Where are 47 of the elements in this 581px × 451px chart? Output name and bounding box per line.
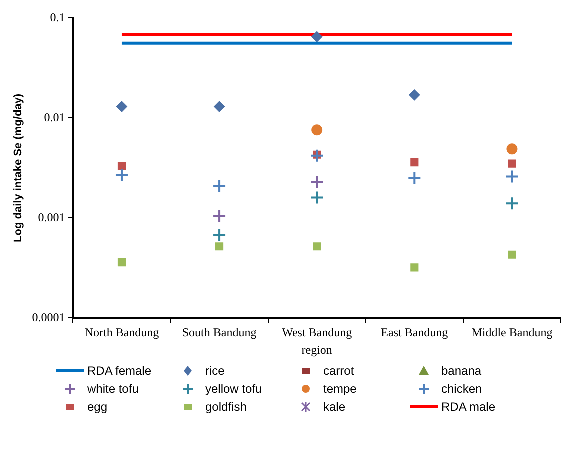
point xyxy=(312,124,323,136)
point xyxy=(312,31,323,42)
point xyxy=(212,209,227,224)
point xyxy=(313,242,322,251)
x-tick-label: East Bandung xyxy=(381,326,448,340)
y-axis-title: Log daily intake Se (mg/day) xyxy=(12,94,25,242)
legend-label: egg xyxy=(88,400,108,414)
legend-label: white tofu xyxy=(88,382,139,396)
point xyxy=(118,162,126,170)
legend-label: chicken xyxy=(442,382,482,396)
legend-label: rice xyxy=(206,364,225,378)
point xyxy=(212,228,227,242)
legend-label: RDA male xyxy=(442,400,496,414)
legend-label: RDA female xyxy=(88,364,152,378)
y-tick-label: 0.001 xyxy=(38,210,66,224)
point xyxy=(508,250,516,259)
point xyxy=(506,144,518,155)
y-tick-label: 0.0001 xyxy=(32,310,66,324)
point xyxy=(114,168,129,182)
point xyxy=(116,101,128,112)
legend-label: carrot xyxy=(324,364,354,378)
point xyxy=(216,242,224,251)
point xyxy=(408,171,422,186)
point xyxy=(214,101,226,112)
y-tick-label: 0.1 xyxy=(50,10,66,24)
point xyxy=(212,178,227,193)
legend-label: goldfish xyxy=(206,400,247,414)
point xyxy=(508,160,516,168)
x-tick-label: North Bandung xyxy=(84,326,160,340)
point xyxy=(505,170,520,184)
x-tick-label: West Bandung xyxy=(282,326,352,340)
point xyxy=(505,196,520,211)
point xyxy=(410,264,419,272)
point xyxy=(410,158,419,167)
x-tick-label: South Bandung xyxy=(182,326,257,340)
point xyxy=(409,90,420,101)
point xyxy=(310,148,324,163)
legend-label: banana xyxy=(442,364,482,378)
point xyxy=(118,258,126,267)
legend-label: yellow tofu xyxy=(206,382,262,396)
x-axis-title: region xyxy=(302,342,332,357)
point xyxy=(310,175,324,190)
y-tick-label: 0.01 xyxy=(44,110,66,124)
legend-label: tempe xyxy=(324,382,357,396)
point xyxy=(310,190,324,205)
x-tick-label: Middle Bandung xyxy=(472,326,553,340)
legend-label: kale xyxy=(324,400,346,414)
